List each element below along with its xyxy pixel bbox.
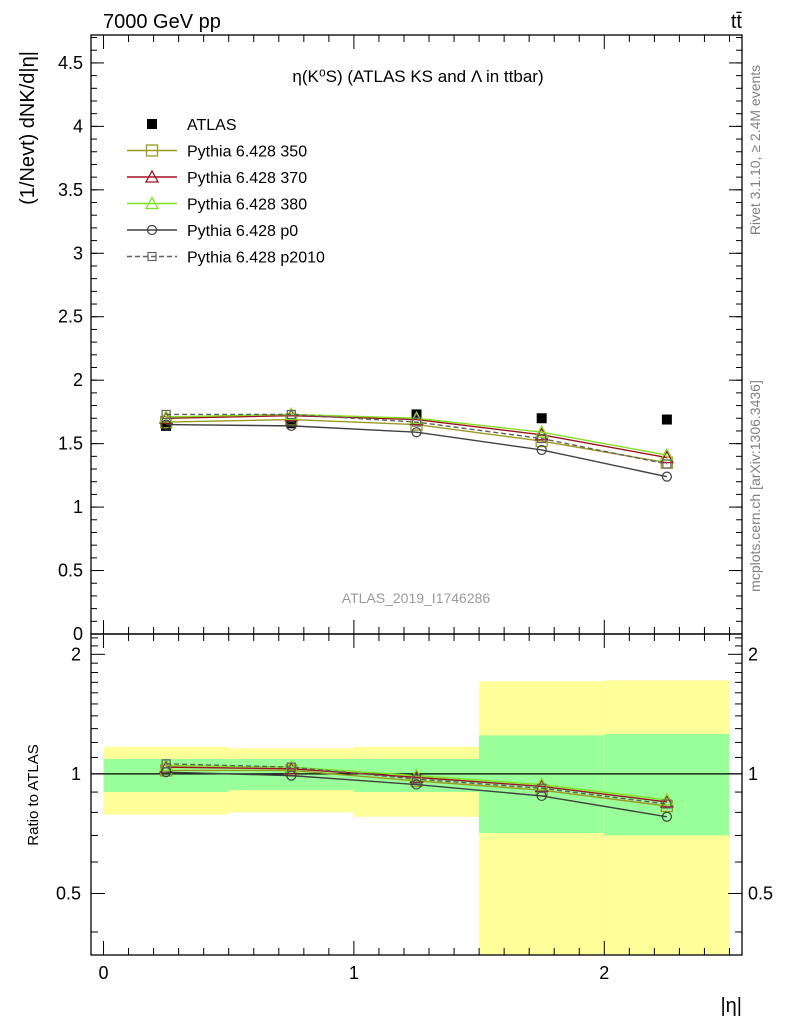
legend-label-2: Pythia 6.428 370	[187, 170, 307, 187]
main-series-4	[161, 419, 672, 482]
main-ytick-label-0: 0	[73, 624, 83, 644]
main-series-group	[159, 407, 674, 482]
main-ytick-label-5: 2.5	[58, 307, 83, 327]
main-point-0-1	[286, 418, 297, 429]
legend-marker-5	[147, 251, 157, 262]
main-point-2-4	[659, 450, 674, 464]
ratio-series-line-3	[166, 771, 667, 818]
legend-marker-4	[146, 224, 158, 236]
main-ytick-label-1: 0.5	[58, 561, 83, 581]
ticks-group: 0 0.5 1 1.5 2 2.5 3 3.5 4 4.5 0 1 2 0.5 0.5 1 1 2 2	[56, 35, 773, 983]
main-ytick-label-2: 1	[73, 497, 83, 517]
ratio-point-4-2	[411, 774, 422, 784]
legend-label-4: Pythia 6.428 p0	[187, 223, 298, 240]
legend: ATLAS Pythia 6.428 350 Pythia 6.428 370 Pyt…	[127, 117, 325, 267]
main-ytick-label-8: 4	[73, 116, 83, 136]
main-ytick-label-4: 2	[73, 370, 83, 390]
ratio-series-group	[159, 758, 674, 822]
legend-item-0: ATLAS	[147, 117, 237, 134]
main-point-3-0	[159, 409, 174, 423]
main-point-5-4	[662, 459, 672, 469]
ratio-point-4-0	[161, 759, 171, 769]
x-tick-label-0: 0	[99, 963, 109, 983]
main-point-0-3	[536, 413, 547, 424]
main-ytick-label-7: 3.5	[58, 180, 83, 200]
legend-label-0: ATLAS	[187, 117, 237, 134]
ratio-series-line-1	[166, 766, 667, 803]
ratio-ytick-label-right-1: 1	[748, 764, 758, 784]
ratio-series-line-4	[166, 763, 667, 805]
ratio-ytick-label-1: 1	[71, 764, 81, 784]
main-ytick-label-9: 4.5	[58, 53, 83, 73]
main-series-line-5	[166, 413, 668, 465]
ratio-point-3-3	[536, 790, 547, 802]
main-point-5-2	[411, 417, 422, 427]
main-panel-title: η(K⁰S) (ATLAS KS and Λ in ttbar)	[292, 67, 543, 86]
ratio-point-3-2	[411, 779, 422, 790]
ratio-ytick-label-2: 2	[71, 644, 81, 664]
main-point-4-1	[286, 420, 297, 431]
header-right: tt̄	[731, 11, 743, 33]
ratio-point-1-4	[659, 794, 674, 808]
ratio-point-2-0	[159, 758, 174, 772]
legend-marker-2	[144, 169, 160, 183]
ratio-point-4-3	[537, 783, 547, 793]
ratio-ytick-label-right-2: 2	[748, 644, 758, 664]
main-ytick-label-6: 3	[73, 243, 83, 263]
main-y-axis-label: (1/Nevt) dNK/d|η|	[17, 51, 39, 205]
main-point-4-2	[411, 427, 422, 438]
legend-label-5: Pythia 6.428 p2010	[187, 250, 325, 267]
main-point-4-4	[661, 471, 672, 482]
main-point-5-1	[286, 409, 296, 420]
rivet-label: Rivet 3.1.10, ≥ 2.4M events	[747, 65, 763, 235]
x-axis-label: |η|	[720, 995, 742, 1017]
mcplots-label: mcplots.cern.ch [arXiv:1306.3436]	[747, 380, 763, 592]
legend-item-2: Pythia 6.428 370	[127, 169, 307, 187]
ratio-point-1-0	[159, 759, 174, 773]
ratio-ytick-label-right-0: 0.5	[748, 883, 773, 903]
legend-item-5: Pythia 6.428 p2010	[127, 250, 325, 267]
ratio-point-1-2	[409, 770, 424, 784]
legend-label-3: Pythia 6.428 380	[187, 197, 307, 214]
watermark: ATLAS_2019_I1746286	[342, 590, 491, 606]
ratio-panel-frame	[90, 633, 743, 956]
ratio-uncertainty-bands	[103, 680, 730, 955]
main-point-5-3	[537, 433, 547, 444]
legend-marker-1	[145, 144, 159, 157]
header-left: 7000 GeV pp	[103, 11, 221, 33]
main-series-line-4	[166, 423, 668, 478]
main-point-4-0	[161, 419, 172, 430]
ratio-point-3-4	[661, 811, 672, 822]
legend-marker-3	[144, 196, 160, 210]
legend-item-3: Pythia 6.428 380	[127, 196, 307, 214]
main-series-line-2	[166, 415, 668, 459]
ratio-point-1-1	[284, 761, 299, 775]
x-tick-label-2: 2	[599, 963, 609, 983]
main-series-5	[161, 409, 672, 469]
legend-item-4: Pythia 6.428 p0	[127, 223, 298, 240]
main-point-4-3	[536, 444, 547, 456]
ratio-series-4	[161, 759, 672, 809]
axes-group	[90, 34, 743, 956]
legend-marker-0	[147, 119, 157, 129]
ratio-point-4-4	[662, 799, 672, 809]
x-tick-label-1: 1	[349, 963, 359, 983]
ratio-y-axis-label: Ratio to ATLAS	[25, 744, 42, 845]
legend-label-1: Pythia 6.428 350	[187, 144, 307, 161]
main-point-0-0	[161, 420, 172, 431]
legend-item-1: Pythia 6.428 350	[127, 144, 307, 161]
main-point-5-0	[161, 409, 171, 420]
ratio-band-inner-4	[604, 734, 730, 836]
ratio-ytick-label-0: 0.5	[56, 883, 81, 903]
main-ytick-label-3: 1.5	[58, 434, 83, 454]
main-point-1-3	[535, 434, 548, 448]
main-point-3-3	[534, 424, 549, 438]
ratio-point-4-1	[286, 762, 296, 772]
main-point-0-4	[661, 414, 672, 425]
